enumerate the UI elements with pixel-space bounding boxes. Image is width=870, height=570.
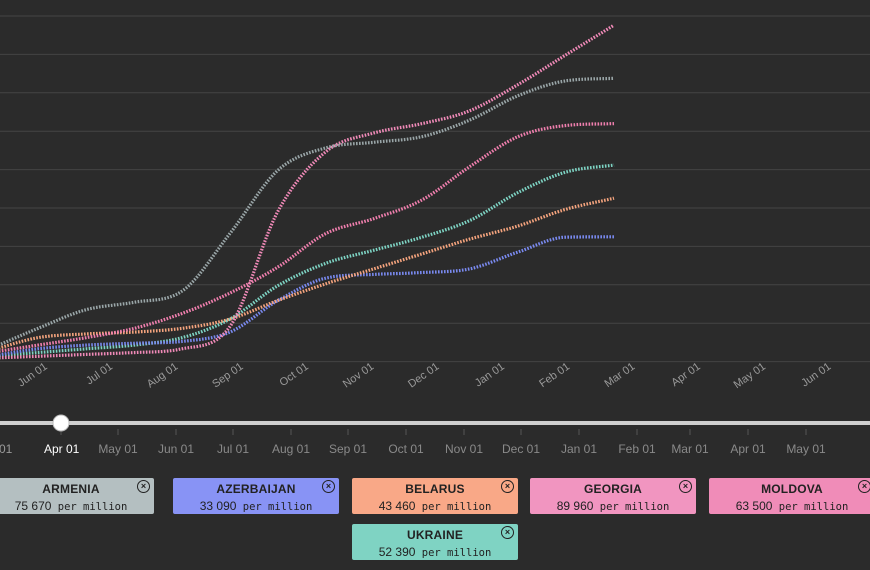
date-timeline-slider[interactable]: Mar 01 Apr 01 May 01 Jun 01 Jul 01 Aug 01 Se… bbox=[0, 405, 870, 460]
x-tick-label: May 01 bbox=[732, 361, 768, 392]
country-value-unit: per million bbox=[236, 501, 313, 513]
remove-country-icon[interactable]: × bbox=[137, 480, 150, 493]
remove-country-icon[interactable]: × bbox=[322, 480, 335, 493]
remove-country-icon[interactable]: × bbox=[858, 480, 870, 493]
timeline-label[interactable]: Jul 01 bbox=[217, 442, 249, 456]
x-tick-label: Feb 01 bbox=[537, 361, 572, 390]
x-tick-label: Jun 01 bbox=[799, 361, 833, 390]
series-line-ukraine bbox=[0, 163, 615, 358]
timeline-label[interactable]: May 01 bbox=[786, 442, 826, 456]
country-name: BELARUS bbox=[405, 482, 465, 496]
timeline-label[interactable]: Mar 01 bbox=[671, 442, 709, 456]
series-line-georgia bbox=[0, 23, 615, 360]
series-line-belarus bbox=[0, 196, 615, 350]
country-value-number: 43 460 bbox=[378, 499, 416, 513]
country-name: ARMENIA bbox=[42, 482, 100, 496]
timeline-label[interactable]: Sep 01 bbox=[329, 442, 367, 456]
timeline-label[interactable]: Jun 01 bbox=[158, 442, 194, 456]
country-value: 63 500 per million bbox=[709, 499, 870, 513]
x-tick-label: Apr 01 bbox=[669, 361, 702, 389]
country-value: 43 460 per million bbox=[352, 499, 518, 513]
series-line-moldova bbox=[0, 122, 615, 353]
country-name: MOLDOVA bbox=[761, 482, 823, 496]
x-tick-label: Mar 01 bbox=[602, 361, 637, 390]
country-card-armenia[interactable]: ARMENIA 75 670 per million × bbox=[0, 478, 154, 514]
timeline-label[interactable]: Aug 01 bbox=[272, 442, 310, 456]
country-value-number: 33 090 bbox=[199, 499, 237, 513]
series-line-armenia bbox=[0, 76, 615, 347]
timeline-label[interactable]: May 01 bbox=[98, 442, 138, 456]
timeline-label[interactable]: Apr 01 bbox=[730, 442, 766, 456]
x-tick-label: Dec 01 bbox=[406, 361, 441, 391]
country-name: AZERBAIJAN bbox=[216, 482, 296, 496]
country-value-unit: per million bbox=[593, 501, 670, 513]
country-value-unit: per million bbox=[51, 501, 128, 513]
series-line-azerbaijan bbox=[0, 235, 614, 357]
x-tick-label: Jul 01 bbox=[84, 361, 115, 388]
country-value: 33 090 per million bbox=[173, 499, 339, 513]
country-value-number: 75 670 bbox=[14, 499, 52, 513]
remove-country-icon[interactable]: × bbox=[501, 480, 514, 493]
line-chart: Jun 01 Jul 01 Aug 01 Sep 01 Oct 01 Nov 01 Dec … bbox=[0, 15, 870, 392]
x-tick-label: Aug 01 bbox=[145, 361, 180, 391]
country-value-number: 52 390 bbox=[378, 545, 416, 559]
remove-country-icon[interactable]: × bbox=[501, 526, 514, 539]
country-card-georgia[interactable]: GEORGIA 89 960 per million × bbox=[530, 478, 696, 514]
country-card-belarus[interactable]: BELARUS 43 460 per million × bbox=[352, 478, 518, 514]
country-value: 89 960 per million bbox=[530, 499, 696, 513]
country-name: UKRAINE bbox=[406, 528, 464, 542]
country-card-azerbaijan[interactable]: AZERBAIJAN 33 090 per million × bbox=[173, 478, 339, 514]
timeline-label-partial: Mar 01 bbox=[0, 442, 13, 456]
country-card-moldova[interactable]: MOLDOVA 63 500 per million × bbox=[709, 478, 870, 514]
x-tick-label: Oct 01 bbox=[277, 361, 310, 389]
timeline-ticks bbox=[60, 429, 807, 435]
country-value-number: 89 960 bbox=[556, 499, 594, 513]
timeline-labels: May 01 Jun 01 Jul 01 Aug 01 Sep 01 Oct 01 Nov … bbox=[98, 442, 826, 456]
x-tick-label: Nov 01 bbox=[341, 361, 376, 391]
country-value-unit: per million bbox=[415, 547, 492, 559]
timeline-label[interactable]: Feb 01 bbox=[618, 442, 656, 456]
country-value-number: 63 500 bbox=[735, 499, 773, 513]
timeline-label[interactable]: Dec 01 bbox=[502, 442, 540, 456]
timeline-label[interactable]: Jan 01 bbox=[561, 442, 597, 456]
country-value: 75 670 per million bbox=[0, 499, 154, 513]
timeline-label[interactable]: Oct 01 bbox=[388, 442, 424, 456]
country-value-unit: per million bbox=[772, 501, 849, 513]
timeline-selected-label: Apr 01 bbox=[44, 442, 80, 456]
country-value-unit: per million bbox=[415, 501, 492, 513]
remove-country-icon[interactable]: × bbox=[679, 480, 692, 493]
x-tick-label: Jun 01 bbox=[16, 361, 50, 390]
x-tick-label: Sep 01 bbox=[210, 361, 245, 391]
timeline-handle[interactable] bbox=[52, 414, 70, 432]
x-axis-tick-labels: Jun 01 Jul 01 Aug 01 Sep 01 Oct 01 Nov 01 Dec … bbox=[16, 361, 834, 392]
country-name: GEORGIA bbox=[583, 482, 643, 496]
timeline-label[interactable]: Nov 01 bbox=[445, 442, 483, 456]
country-value: 52 390 per million bbox=[352, 545, 518, 559]
chart-grid bbox=[0, 15, 870, 363]
x-tick-label: Jan 01 bbox=[473, 361, 507, 390]
chart-series bbox=[0, 23, 615, 360]
country-card-ukraine[interactable]: UKRAINE 52 390 per million × bbox=[352, 524, 518, 560]
